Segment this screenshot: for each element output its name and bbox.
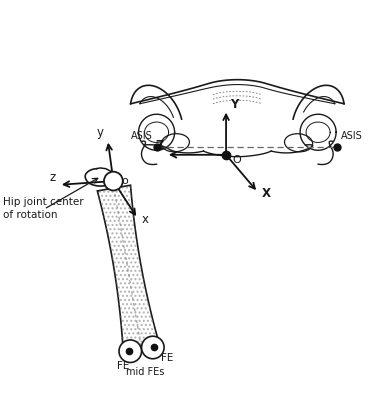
Text: Hip joint center
of rotation: Hip joint center of rotation (3, 197, 83, 220)
Text: z: z (50, 171, 56, 184)
Text: O: O (232, 155, 241, 165)
Text: x: x (141, 213, 149, 226)
Circle shape (104, 172, 123, 190)
Text: o: o (122, 176, 129, 186)
Text: ASIS: ASIS (131, 131, 153, 141)
Text: y: y (97, 126, 104, 139)
Polygon shape (97, 185, 159, 349)
Text: mid FEs: mid FEs (126, 367, 164, 376)
Text: X: X (262, 187, 271, 200)
Text: FE: FE (161, 353, 173, 363)
Text: Z: Z (156, 139, 164, 152)
Text: Y: Y (231, 98, 239, 111)
Text: ASIS: ASIS (341, 131, 362, 141)
Text: FE: FE (116, 361, 129, 371)
Circle shape (141, 336, 164, 359)
Circle shape (119, 340, 141, 363)
